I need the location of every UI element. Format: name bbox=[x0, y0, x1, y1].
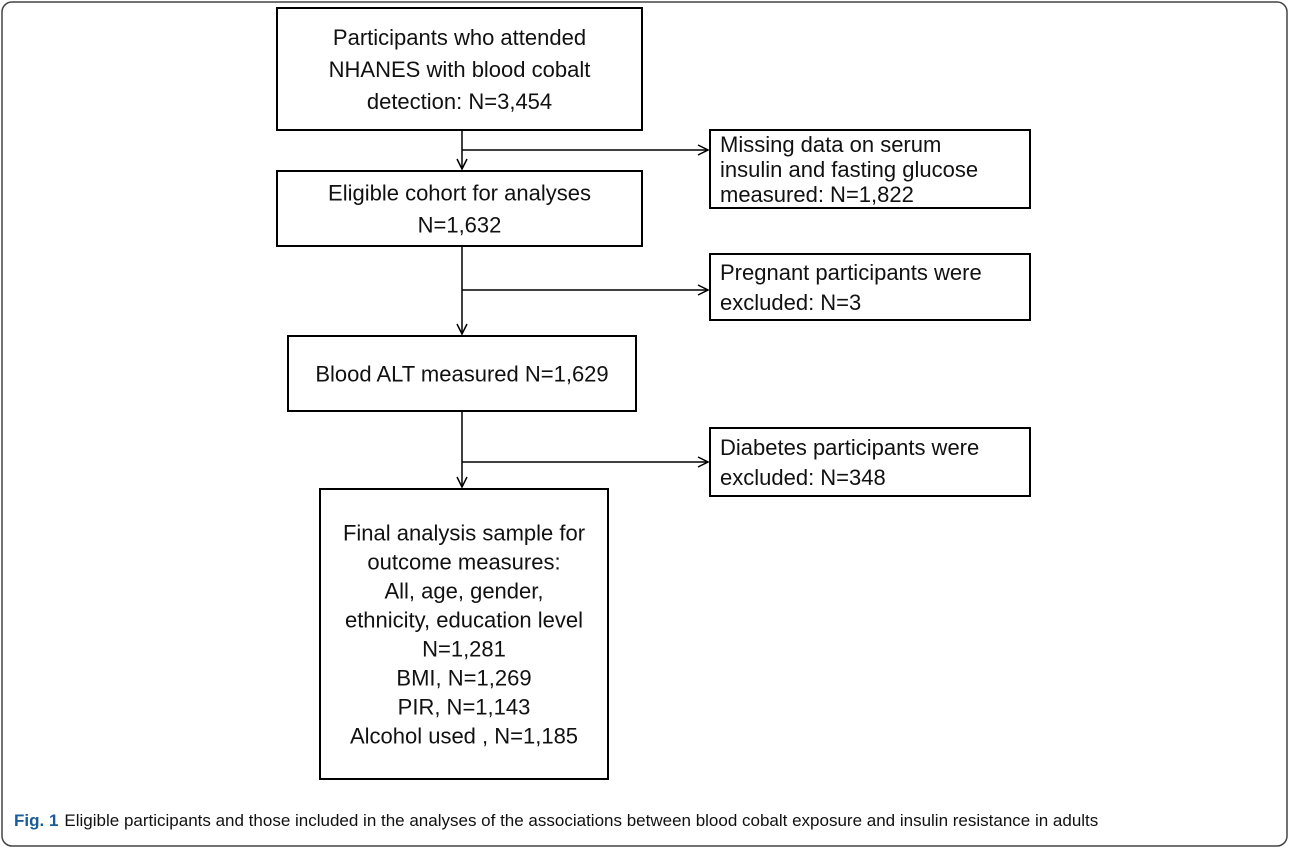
box-text: PIR, N=1,143 bbox=[398, 695, 531, 720]
step-box: Final analysis sample for outcome measure… bbox=[319, 488, 609, 780]
box bbox=[276, 7, 643, 131]
box-text: N=1,281 bbox=[422, 637, 506, 662]
box-text: BMI, N=1,269 bbox=[396, 666, 531, 691]
caption-text: Eligible participants and those included… bbox=[64, 811, 1098, 830]
box bbox=[709, 253, 1031, 321]
box-text: Alcohol used , N=1,185 bbox=[350, 724, 578, 749]
box-text: ethnicity, education level bbox=[345, 608, 583, 633]
box-text: insulin and fasting glucose bbox=[720, 157, 978, 182]
box bbox=[319, 488, 609, 780]
box-text: Missing data on serum bbox=[720, 132, 941, 157]
box bbox=[709, 427, 1031, 497]
box-text: excluded: N=3 bbox=[720, 290, 861, 315]
step-box: Participants who attended NHANES with blo… bbox=[276, 7, 643, 131]
box-text: outcome measures: bbox=[367, 550, 560, 575]
box-text: Participants who attended bbox=[333, 25, 586, 50]
box bbox=[709, 129, 1031, 209]
caption: Fig. 1 Eligible participants and those in… bbox=[14, 811, 1098, 830]
box-text: NHANES with blood cobalt bbox=[329, 57, 591, 82]
box-text: Final analysis sample for bbox=[343, 521, 585, 546]
connectors bbox=[462, 130, 708, 487]
caption-label: Fig. 1 bbox=[14, 811, 58, 830]
exclusion-box: Diabetes participants were excluded: N=34… bbox=[709, 427, 1031, 497]
box-text: All, age, gender, bbox=[384, 579, 543, 604]
box bbox=[287, 335, 637, 412]
box-text: Eligible cohort for analyses bbox=[328, 181, 591, 206]
box-text: excluded: N=348 bbox=[720, 465, 886, 490]
box-text: Blood ALT measured N=1,629 bbox=[315, 362, 608, 387]
box-text: Pregnant participants were bbox=[720, 260, 982, 285]
step-box: Eligible cohort for analyses N=1,632 bbox=[276, 170, 643, 247]
exclusion-box: Pregnant participants were excluded: N=3 bbox=[709, 253, 1031, 321]
step-box: Blood ALT measured N=1,629 bbox=[287, 335, 637, 412]
box-text: Diabetes participants were bbox=[720, 435, 979, 460]
box-text: detection: N=3,454 bbox=[367, 89, 552, 114]
box-text: N=1,632 bbox=[418, 213, 502, 238]
box-text: measured: N=1,822 bbox=[720, 182, 914, 207]
box bbox=[276, 170, 643, 247]
